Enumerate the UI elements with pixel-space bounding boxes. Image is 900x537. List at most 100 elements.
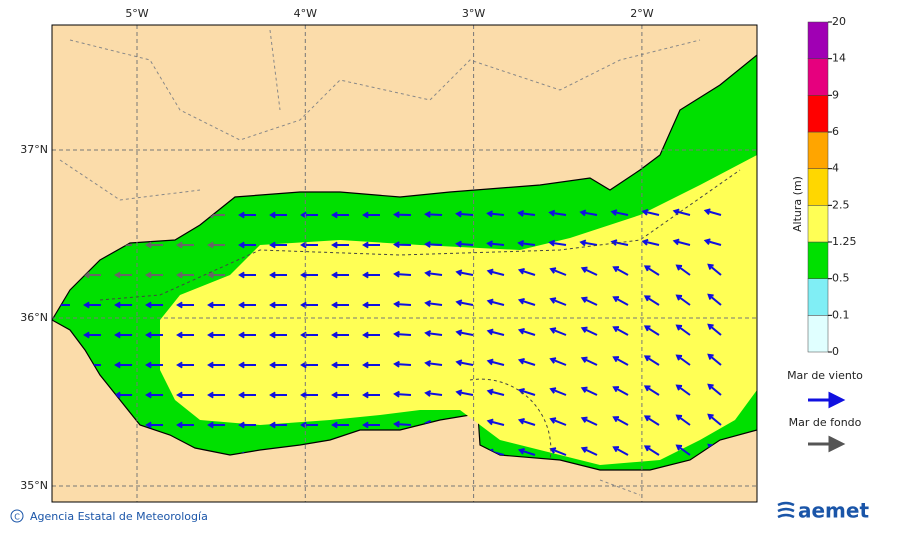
arrow	[238, 211, 256, 219]
lon-label: 5°W	[125, 7, 148, 20]
arrow	[362, 271, 380, 279]
arrow	[703, 208, 722, 216]
arrow	[145, 391, 163, 399]
arrow	[331, 241, 349, 249]
arrow	[612, 416, 629, 426]
map-frame	[51, 24, 758, 503]
arrow	[114, 271, 132, 279]
arrow	[393, 211, 412, 219]
arrow	[362, 421, 380, 429]
arrow	[612, 386, 629, 396]
zones	[99, 169, 741, 461]
arrow	[207, 301, 225, 309]
arrow	[362, 211, 380, 219]
arrow	[486, 298, 505, 306]
arrow	[145, 421, 163, 429]
wind-sea-arrow	[808, 391, 846, 409]
arrow	[269, 361, 287, 369]
arrow	[114, 361, 132, 369]
colorbar-segment	[807, 205, 829, 243]
arrow	[580, 416, 598, 426]
lat-label: 35°N	[20, 479, 48, 492]
arrow	[707, 413, 722, 426]
arrow	[517, 240, 536, 247]
colorbar-label: 2.5	[832, 198, 850, 211]
arrow	[612, 266, 629, 276]
arrow	[643, 355, 660, 366]
lon-label: 2°W	[630, 7, 653, 20]
arrow	[393, 270, 412, 278]
arrow	[176, 331, 194, 339]
arrow	[331, 331, 349, 339]
arrow	[269, 241, 287, 249]
arrow	[675, 264, 691, 276]
arrow	[612, 326, 629, 336]
arrow	[548, 209, 567, 217]
arrow	[393, 300, 412, 308]
arrow	[580, 446, 598, 456]
arrow	[362, 391, 380, 399]
arrow	[331, 271, 349, 279]
colorbar-segment	[807, 131, 829, 169]
arrow	[580, 326, 598, 336]
arrow	[424, 300, 443, 307]
arrow	[393, 420, 412, 428]
arrow	[675, 384, 691, 396]
borders	[59, 29, 701, 496]
arrow	[455, 210, 474, 218]
colorbar-label: 14	[832, 52, 846, 65]
colorbar-segment	[807, 21, 829, 59]
colorbar-label: 20	[832, 15, 846, 28]
arrow	[238, 361, 256, 369]
arrow	[612, 296, 629, 306]
arrow	[548, 239, 567, 247]
arrow	[424, 330, 443, 337]
arrow	[176, 391, 194, 399]
arrow	[238, 391, 256, 399]
arrow	[610, 209, 629, 216]
arrow	[238, 271, 256, 279]
arrow	[643, 325, 660, 336]
lat-label: 36°N	[20, 311, 48, 324]
colorbar-segment	[807, 95, 829, 133]
arrow	[580, 296, 598, 306]
arrow	[672, 208, 691, 216]
arrow	[455, 240, 474, 248]
arrow	[675, 444, 691, 456]
arrow	[643, 445, 660, 456]
arrow	[641, 208, 660, 216]
arrow	[393, 241, 412, 249]
colorbar-label: 4	[832, 162, 839, 175]
arrow	[580, 356, 598, 366]
arrow	[331, 301, 349, 309]
credit: Agencia Estatal de Meteorología	[30, 510, 208, 523]
arrow	[207, 421, 225, 429]
arrow	[455, 359, 474, 367]
lon-label: 4°W	[294, 7, 317, 20]
arrow	[517, 327, 536, 336]
arrow	[641, 238, 660, 246]
arrow	[362, 301, 380, 309]
arrow	[455, 269, 474, 277]
arrow	[176, 301, 194, 309]
arrow	[455, 299, 474, 307]
arrow	[707, 353, 722, 366]
arrow	[517, 417, 536, 426]
arrow	[486, 388, 505, 396]
arrow	[579, 209, 598, 217]
map	[52, 25, 757, 502]
arrow	[362, 361, 380, 369]
arrow	[207, 331, 225, 339]
graticule: 5°W 4°W 3°W 2°W 37°N 36°N 35°N	[20, 7, 757, 502]
arrow	[486, 328, 505, 336]
arrow	[517, 297, 536, 306]
arrow	[207, 271, 225, 279]
arrow	[703, 238, 722, 246]
arrow	[486, 268, 505, 276]
arrow	[269, 301, 287, 309]
wind-sea-label: Mar de viento	[787, 369, 863, 382]
arrow	[114, 301, 132, 309]
arrow	[145, 361, 163, 369]
arrow	[707, 383, 722, 396]
